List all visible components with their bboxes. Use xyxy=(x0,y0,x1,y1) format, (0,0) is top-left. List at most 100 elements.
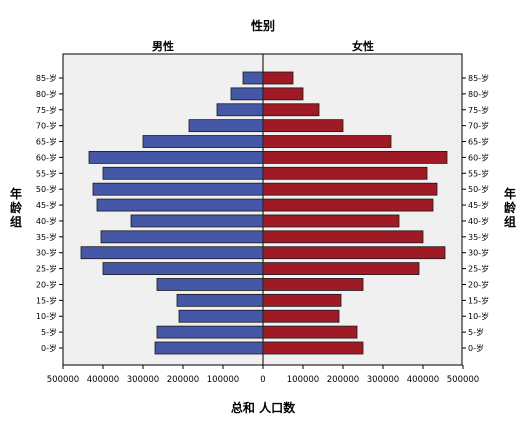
y-tick-label-right-0: 0-岁 xyxy=(468,343,484,353)
y-tick-label-left-10: 50-岁 xyxy=(36,184,57,194)
series-label-female: 女性 xyxy=(352,39,374,53)
bar-female-5 xyxy=(262,262,420,275)
y-tick-label-left-14: 70-岁 xyxy=(36,121,57,131)
y-tick-label-right-15: 75-岁 xyxy=(468,105,489,115)
bar-male-6 xyxy=(80,246,264,260)
y-tick-label-right-11: 55-岁 xyxy=(468,168,489,178)
y-tick-label-left-12: 60-岁 xyxy=(36,152,57,162)
bar-female-17 xyxy=(262,71,294,85)
y-axis-title-left: 年龄组 xyxy=(10,186,23,229)
y-tick-label-left-15: 75-岁 xyxy=(36,105,57,115)
y-tick-label-right-2: 10-岁 xyxy=(468,311,489,321)
y-tick-label-right-17: 85-岁 xyxy=(468,73,489,83)
y-tick-label-left-8: 40-岁 xyxy=(36,216,57,226)
y-tick-label-left-4: 20-岁 xyxy=(36,279,57,289)
y-tick-labels-right: 0-岁 5-岁 10-岁 15-岁 20-岁 25-岁 30-岁 35-岁 40-岁 45-岁 50… xyxy=(462,73,489,353)
x-axis: 500000 400000 300000 200000 100000 0 100000 200… xyxy=(47,365,479,385)
bar-male-14 xyxy=(188,119,264,133)
x-tick-label-4: 100000 xyxy=(207,375,239,385)
y-tick-label-left-16: 80-岁 xyxy=(36,89,57,99)
y-tick-label-right-4: 20-岁 xyxy=(468,279,489,289)
bar-male-12 xyxy=(88,151,264,164)
bar-female-7 xyxy=(262,230,424,244)
bar-female-11 xyxy=(262,166,428,180)
y-tick-label-right-12: 60-岁 xyxy=(468,152,489,162)
bar-male-4 xyxy=(156,278,264,291)
x-tick-label-8: 300000 xyxy=(367,375,399,385)
y-tick-label-left-17: 85-岁 xyxy=(36,73,57,83)
x-tick-label-10: 500000 xyxy=(447,375,479,385)
y-tick-label-left-0: 0-岁 xyxy=(41,343,57,353)
y-tick-label-right-9: 45-岁 xyxy=(468,200,489,210)
x-tick-label-1: 400000 xyxy=(87,375,119,385)
x-tick-label-0: 500000 xyxy=(47,375,79,385)
y-axis-title-right-char-1: 龄 xyxy=(504,200,517,215)
y-axis-title-left-char-1: 龄 xyxy=(10,200,23,215)
bar-male-5 xyxy=(102,262,264,275)
bar-female-15 xyxy=(262,103,320,117)
bar-female-14 xyxy=(262,119,344,133)
bar-female-4 xyxy=(262,278,364,291)
y-tick-label-right-3: 15-岁 xyxy=(468,295,489,305)
y-tick-label-left-2: 10-岁 xyxy=(36,311,57,321)
bar-female-9 xyxy=(262,198,434,212)
y-axis-title-left-char-0: 年 xyxy=(10,186,22,201)
x-tick-label-5: 0 xyxy=(260,375,265,385)
x-axis-title: 总和 人口数 xyxy=(231,400,296,415)
bar-female-1 xyxy=(262,325,358,339)
bar-male-0 xyxy=(154,341,264,355)
y-axis-title-right-char-2: 组 xyxy=(504,214,516,229)
y-tick-label-left-5: 25-岁 xyxy=(36,264,57,274)
y-tick-label-right-7: 35-岁 xyxy=(468,232,489,242)
y-tick-label-left-9: 45-岁 xyxy=(36,200,57,210)
bar-male-13 xyxy=(142,135,264,148)
bars-layer xyxy=(80,71,448,355)
bar-male-17 xyxy=(242,71,264,85)
bar-female-10 xyxy=(262,182,438,196)
x-tick-label-6: 100000 xyxy=(287,375,319,385)
bar-male-2 xyxy=(178,309,264,323)
chart-title: 性别 xyxy=(250,18,275,33)
y-tick-label-right-10: 50-岁 xyxy=(468,184,489,194)
y-tick-label-right-16: 80-岁 xyxy=(468,89,489,99)
y-tick-label-right-13: 65-岁 xyxy=(468,137,489,147)
y-tick-label-right-5: 25-岁 xyxy=(468,264,489,274)
bar-male-7 xyxy=(100,230,264,244)
x-tick-label-3: 200000 xyxy=(167,375,199,385)
y-tick-label-left-7: 35-岁 xyxy=(36,232,57,242)
y-tick-label-left-3: 15-岁 xyxy=(36,295,57,305)
bar-female-12 xyxy=(262,151,448,164)
bar-male-8 xyxy=(130,214,264,228)
y-tick-label-right-6: 30-岁 xyxy=(468,248,489,258)
y-tick-label-left-6: 30-岁 xyxy=(36,248,57,258)
y-axis-title-left-char-2: 组 xyxy=(10,214,22,229)
bar-female-2 xyxy=(262,309,340,323)
bar-male-3 xyxy=(176,293,264,307)
bar-female-8 xyxy=(262,214,400,228)
bar-female-13 xyxy=(262,135,392,148)
y-axis-title-right-char-0: 年 xyxy=(504,186,516,201)
bar-female-16 xyxy=(262,87,304,101)
y-tick-label-right-1: 5-岁 xyxy=(468,327,484,337)
bar-female-6 xyxy=(262,246,446,260)
y-tick-labels-left: 0-岁 5-岁 10-岁 15-岁 20-岁 25-岁 30-岁 35-岁 40-岁 45-岁 50… xyxy=(36,73,63,353)
y-tick-label-left-1: 5-岁 xyxy=(41,327,57,337)
x-tick-label-9: 400000 xyxy=(407,375,439,385)
bar-male-11 xyxy=(102,166,264,180)
bar-male-15 xyxy=(216,103,264,117)
y-tick-label-left-13: 65-岁 xyxy=(36,137,57,147)
x-tick-label-7: 200000 xyxy=(327,375,359,385)
x-tick-label-2: 300000 xyxy=(127,375,159,385)
y-tick-label-left-11: 55-岁 xyxy=(36,168,57,178)
y-axis-title-right: 年龄组 xyxy=(504,186,517,229)
bar-male-10 xyxy=(92,182,264,196)
bar-female-0 xyxy=(262,341,364,355)
bar-male-9 xyxy=(96,198,264,212)
bar-male-16 xyxy=(230,87,264,101)
y-tick-label-right-8: 40-岁 xyxy=(468,216,489,226)
bar-male-1 xyxy=(156,325,264,339)
series-label-male: 男性 xyxy=(152,39,174,53)
y-tick-label-right-14: 70-岁 xyxy=(468,121,489,131)
